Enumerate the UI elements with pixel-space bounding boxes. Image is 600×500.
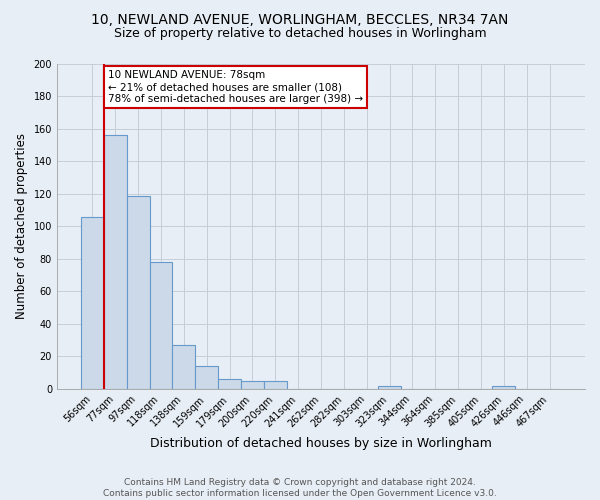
Bar xyxy=(195,366,218,389)
Bar xyxy=(149,262,172,389)
Bar xyxy=(127,196,149,389)
Bar xyxy=(218,379,241,389)
Text: 10, NEWLAND AVENUE, WORLINGHAM, BECCLES, NR34 7AN: 10, NEWLAND AVENUE, WORLINGHAM, BECCLES,… xyxy=(91,12,509,26)
Text: 10 NEWLAND AVENUE: 78sqm
← 21% of detached houses are smaller (108)
78% of semi-: 10 NEWLAND AVENUE: 78sqm ← 21% of detach… xyxy=(108,70,363,104)
Bar xyxy=(493,386,515,389)
Bar xyxy=(378,386,401,389)
X-axis label: Distribution of detached houses by size in Worlingham: Distribution of detached houses by size … xyxy=(150,437,492,450)
Bar xyxy=(264,381,287,389)
Bar xyxy=(104,136,127,389)
Bar xyxy=(241,381,264,389)
Text: Contains HM Land Registry data © Crown copyright and database right 2024.
Contai: Contains HM Land Registry data © Crown c… xyxy=(103,478,497,498)
Bar xyxy=(81,216,104,389)
Bar xyxy=(172,345,195,389)
Text: Size of property relative to detached houses in Worlingham: Size of property relative to detached ho… xyxy=(113,28,487,40)
Y-axis label: Number of detached properties: Number of detached properties xyxy=(15,134,28,320)
